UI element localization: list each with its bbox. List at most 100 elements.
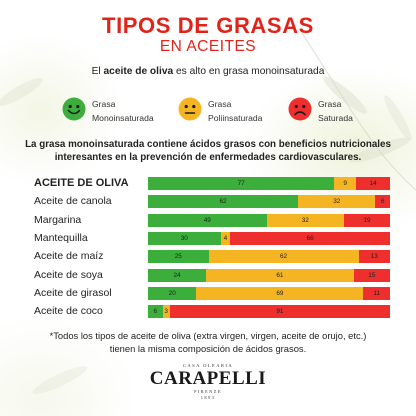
data-label: 25 xyxy=(174,253,182,261)
category-label: Aceite de maíz xyxy=(34,250,104,263)
stacked-bar: 20 69 11 xyxy=(148,286,390,300)
category-label: Mantequilla xyxy=(34,231,88,244)
data-label: 11 xyxy=(373,289,380,297)
category-label: Aceite de coco xyxy=(34,305,103,318)
chart-row: Aceite de girasol 20 69 11 xyxy=(0,284,416,302)
legend-poly-line2: Poliinsaturada xyxy=(208,113,263,123)
legend-mono-line1: Grasa xyxy=(92,99,116,109)
category-label: ACEITE DE OLIVA xyxy=(34,177,129,189)
data-label: 14 xyxy=(369,180,377,187)
bar-segment-mono: 77 xyxy=(148,177,335,190)
chart-row: Mantequilla 30 4 66 xyxy=(0,229,416,247)
footnote-line1: *Todos los tipos de aceite de oliva (ext… xyxy=(49,330,367,341)
statement-line1: La grasa monoinsaturada contiene ácidos … xyxy=(25,139,391,150)
chart-row: ACEITE DE OLIVA 77 9 14 xyxy=(0,174,416,192)
data-label: 20 xyxy=(168,289,176,297)
category-label: Margarina xyxy=(34,213,82,226)
stacked-bar: 25 62 13 xyxy=(148,250,390,264)
legend-sat-line1: Grasa xyxy=(318,99,342,109)
neutral-face-icon xyxy=(178,97,202,121)
footnote: *Todos los tipos de aceite de oliva (ext… xyxy=(22,330,394,355)
data-label: 19 xyxy=(363,216,371,224)
bar-segment-sat: 14 xyxy=(356,177,390,190)
chart-row: Margarina 49 32 19 xyxy=(0,211,416,229)
category-label: Aceite de canola xyxy=(34,195,112,208)
bar-segment-poly: 9 xyxy=(334,177,357,190)
data-label: 9 xyxy=(343,180,347,187)
bar-segment-poly: 4 xyxy=(220,231,231,245)
data-label: 6 xyxy=(153,308,158,316)
bar-segment-poly: 32 xyxy=(298,195,376,209)
data-label: 15 xyxy=(368,271,376,279)
bar-segment-poly: 61 xyxy=(206,268,354,282)
bar-segment-mono: 24 xyxy=(148,268,207,282)
stacked-bar: 62 32 6 xyxy=(148,195,390,209)
data-label: 66 xyxy=(306,234,314,242)
chart-row: Aceite de soya 24 61 15 xyxy=(0,266,416,284)
data-label: 91 xyxy=(276,308,284,316)
logo-bottom-text-2: 1893 xyxy=(200,395,216,400)
logo-top-text: CASA OLEARIA xyxy=(182,363,234,368)
bar-segment-sat: 15 xyxy=(353,268,390,282)
logo-brand: CARAPELLI xyxy=(149,368,267,389)
category-label: Aceite de soya xyxy=(34,268,103,281)
page-subtitle: EN ACEITES xyxy=(159,38,257,55)
data-label: 4 xyxy=(223,234,228,242)
data-label: 77 xyxy=(237,180,245,187)
bar-segment-sat: 19 xyxy=(344,213,390,227)
legend-sat-line2: Saturada xyxy=(318,113,353,123)
bar-segment-poly: 32 xyxy=(266,213,345,227)
data-label: 61 xyxy=(276,271,284,279)
data-label: 6 xyxy=(380,198,385,206)
bar-segment-sat: 6 xyxy=(375,195,390,209)
page-title: TIPOS DE GRASAS xyxy=(102,13,314,38)
chart-row: Aceite de maíz 25 62 13 xyxy=(0,247,416,265)
data-label: 30 xyxy=(180,234,188,242)
happy-face-icon xyxy=(62,97,86,121)
intro-text: El aceite de oliva es alto en grasa mono… xyxy=(0,66,416,77)
stacked-bar: 6 3 91 xyxy=(148,305,390,319)
data-label: 3 xyxy=(164,308,168,316)
stacked-bar: 24 61 15 xyxy=(148,268,390,282)
chart-row: Aceite de coco 6 3 91 xyxy=(0,302,416,320)
stacked-bar: 49 32 19 xyxy=(148,213,390,227)
bar-segment-mono: 20 xyxy=(148,286,197,300)
data-label: 62 xyxy=(219,198,227,206)
bar-segment-mono: 62 xyxy=(148,195,299,209)
stacked-bar: 30 4 66 xyxy=(148,231,390,245)
bar-segment-mono: 30 xyxy=(148,231,221,245)
bar-segment-poly: 69 xyxy=(196,286,364,300)
data-label: 24 xyxy=(173,271,181,279)
data-label: 49 xyxy=(203,216,211,224)
nutrition-statement: La grasa monoinsaturada contiene ácidos … xyxy=(20,138,396,164)
stacked-bar: 77 9 14 xyxy=(148,177,390,190)
bar-segment-sat: 13 xyxy=(358,250,390,264)
logo-bottom-text-1: FIRENZE xyxy=(194,389,222,394)
bar-segment-sat: 66 xyxy=(230,231,390,245)
data-label: 32 xyxy=(301,216,309,224)
bar-segment-poly: 62 xyxy=(208,250,359,264)
category-label: Aceite de girasol xyxy=(34,286,112,299)
data-label: 13 xyxy=(370,253,378,261)
data-label: 32 xyxy=(333,198,341,206)
legend: Grasa Monoinsaturada Grasa Poliinsaturad… xyxy=(0,96,416,130)
bar-segment-sat: 11 xyxy=(363,286,390,300)
legend-mono-line2: Monoinsaturada xyxy=(92,113,154,123)
bar-segment-mono: 25 xyxy=(148,250,209,264)
chart-row: Aceite de canola 62 32 6 xyxy=(0,192,416,210)
legend-poly-line1: Grasa xyxy=(208,99,232,109)
carapelli-logo: CASA OLEARIA CARAPELLI FIRENZE 1893 xyxy=(0,363,416,401)
statement-line2: interesantes en la prevención de enferme… xyxy=(54,152,362,163)
bar-segment-poly: 3 xyxy=(162,305,170,319)
intro-post: es alto en grasa monoinsaturada xyxy=(173,66,325,77)
data-label: 62 xyxy=(279,253,288,261)
bar-segment-mono: 6 xyxy=(148,305,163,319)
intro-pre: El xyxy=(91,66,104,77)
bar-segment-sat: 91 xyxy=(169,305,390,319)
fat-composition-chart: ACEITE DE OLIVA 77 9 14 Aceite de canola 62 32… xyxy=(0,174,416,320)
bar-segment-mono: 49 xyxy=(148,213,267,227)
intro-strong: aceite de oliva xyxy=(103,66,174,77)
footnote-line2: tienen la misma composición de ácidos gr… xyxy=(109,342,307,354)
data-label: 69 xyxy=(276,289,284,297)
sad-face-icon xyxy=(288,97,312,121)
